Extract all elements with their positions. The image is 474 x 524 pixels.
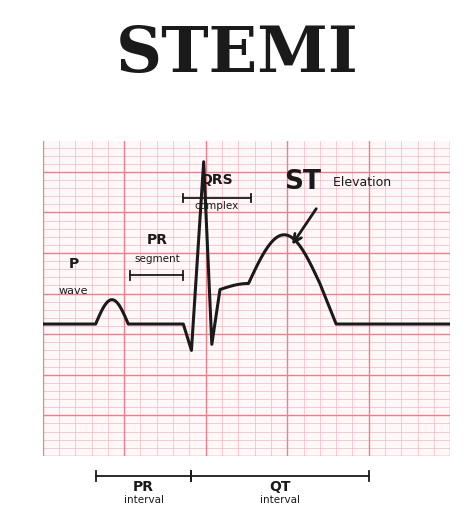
- Text: PR: PR: [133, 480, 154, 494]
- Text: segment: segment: [134, 254, 180, 264]
- Text: P: P: [68, 257, 79, 271]
- Text: interval: interval: [124, 495, 164, 505]
- Text: complex: complex: [195, 201, 239, 211]
- Text: STEMI: STEMI: [116, 24, 358, 84]
- Text: interval: interval: [260, 495, 300, 505]
- Text: wave: wave: [59, 286, 88, 296]
- Text: ST: ST: [284, 169, 321, 195]
- Text: QT: QT: [269, 480, 291, 494]
- Text: PR: PR: [146, 233, 167, 246]
- Text: Elevation: Elevation: [329, 176, 392, 189]
- Text: QRS: QRS: [201, 173, 233, 187]
